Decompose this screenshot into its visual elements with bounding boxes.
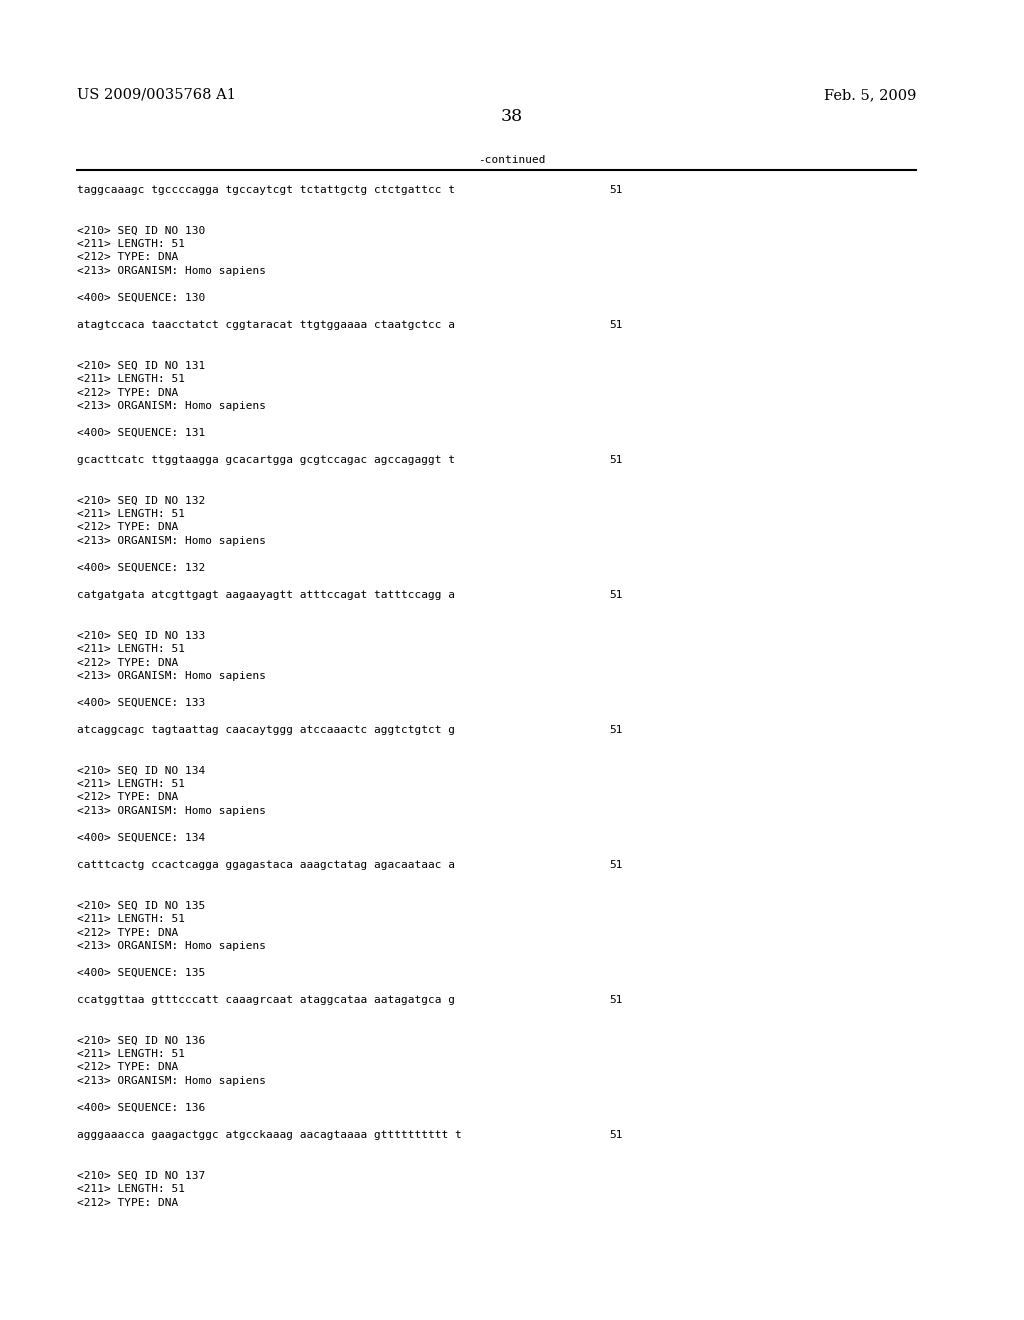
Text: <210> SEQ ID NO 134: <210> SEQ ID NO 134	[77, 766, 205, 776]
Text: catttcactg ccactcagga ggagastaca aaagctatag agacaataac a: catttcactg ccactcagga ggagastaca aaagcta…	[77, 861, 455, 870]
Text: <212> TYPE: DNA: <212> TYPE: DNA	[77, 928, 178, 937]
Text: <212> TYPE: DNA: <212> TYPE: DNA	[77, 792, 178, 803]
Text: taggcaaagc tgccccagga tgccaytcgt tctattgctg ctctgattcc t: taggcaaagc tgccccagga tgccaytcgt tctattg…	[77, 185, 455, 195]
Text: -continued: -continued	[478, 154, 546, 165]
Text: 51: 51	[609, 995, 623, 1005]
Text: <211> LENGTH: 51: <211> LENGTH: 51	[77, 1049, 184, 1059]
Text: <211> LENGTH: 51: <211> LENGTH: 51	[77, 1184, 184, 1195]
Text: <212> TYPE: DNA: <212> TYPE: DNA	[77, 1063, 178, 1072]
Text: <213> ORGANISM: Homo sapiens: <213> ORGANISM: Homo sapiens	[77, 536, 266, 546]
Text: <213> ORGANISM: Homo sapiens: <213> ORGANISM: Homo sapiens	[77, 401, 266, 411]
Text: ccatggttaa gtttcccatt caaagrcaat ataggcataa aatagatgca g: ccatggttaa gtttcccatt caaagrcaat ataggca…	[77, 995, 455, 1005]
Text: <210> SEQ ID NO 135: <210> SEQ ID NO 135	[77, 900, 205, 911]
Text: 51: 51	[609, 725, 623, 735]
Text: <400> SEQUENCE: 135: <400> SEQUENCE: 135	[77, 968, 205, 978]
Text: <400> SEQUENCE: 130: <400> SEQUENCE: 130	[77, 293, 205, 304]
Text: <213> ORGANISM: Homo sapiens: <213> ORGANISM: Homo sapiens	[77, 1076, 266, 1086]
Text: 51: 51	[609, 185, 623, 195]
Text: <213> ORGANISM: Homo sapiens: <213> ORGANISM: Homo sapiens	[77, 671, 266, 681]
Text: <210> SEQ ID NO 130: <210> SEQ ID NO 130	[77, 226, 205, 235]
Text: <211> LENGTH: 51: <211> LENGTH: 51	[77, 374, 184, 384]
Text: <213> ORGANISM: Homo sapiens: <213> ORGANISM: Homo sapiens	[77, 807, 266, 816]
Text: <210> SEQ ID NO 133: <210> SEQ ID NO 133	[77, 631, 205, 640]
Text: <210> SEQ ID NO 136: <210> SEQ ID NO 136	[77, 1035, 205, 1045]
Text: <212> TYPE: DNA: <212> TYPE: DNA	[77, 388, 178, 397]
Text: <400> SEQUENCE: 132: <400> SEQUENCE: 132	[77, 564, 205, 573]
Text: agggaaacca gaagactggc atgcckaaag aacagtaaaa gtttttttttt t: agggaaacca gaagactggc atgcckaaag aacagta…	[77, 1130, 462, 1140]
Text: Feb. 5, 2009: Feb. 5, 2009	[824, 88, 916, 102]
Text: 51: 51	[609, 455, 623, 465]
Text: 51: 51	[609, 861, 623, 870]
Text: <211> LENGTH: 51: <211> LENGTH: 51	[77, 644, 184, 653]
Text: 51: 51	[609, 1130, 623, 1140]
Text: <213> ORGANISM: Homo sapiens: <213> ORGANISM: Homo sapiens	[77, 267, 266, 276]
Text: 51: 51	[609, 319, 623, 330]
Text: <400> SEQUENCE: 131: <400> SEQUENCE: 131	[77, 428, 205, 438]
Text: <213> ORGANISM: Homo sapiens: <213> ORGANISM: Homo sapiens	[77, 941, 266, 950]
Text: atcaggcagc tagtaattag caacaytggg atccaaactc aggtctgtct g: atcaggcagc tagtaattag caacaytggg atccaaa…	[77, 725, 455, 735]
Text: <212> TYPE: DNA: <212> TYPE: DNA	[77, 657, 178, 668]
Text: catgatgata atcgttgagt aagaayagtt atttccagat tatttccagg a: catgatgata atcgttgagt aagaayagtt atttcca…	[77, 590, 455, 601]
Text: <210> SEQ ID NO 132: <210> SEQ ID NO 132	[77, 495, 205, 506]
Text: atagtccaca taacctatct cggtaracat ttgtggaaaa ctaatgctcc a: atagtccaca taacctatct cggtaracat ttgtgga…	[77, 319, 455, 330]
Text: <210> SEQ ID NO 131: <210> SEQ ID NO 131	[77, 360, 205, 371]
Text: <212> TYPE: DNA: <212> TYPE: DNA	[77, 1197, 178, 1208]
Text: US 2009/0035768 A1: US 2009/0035768 A1	[77, 88, 236, 102]
Text: <400> SEQUENCE: 133: <400> SEQUENCE: 133	[77, 698, 205, 708]
Text: <211> LENGTH: 51: <211> LENGTH: 51	[77, 913, 184, 924]
Text: <211> LENGTH: 51: <211> LENGTH: 51	[77, 779, 184, 789]
Text: <210> SEQ ID NO 137: <210> SEQ ID NO 137	[77, 1171, 205, 1180]
Text: 51: 51	[609, 590, 623, 601]
Text: <211> LENGTH: 51: <211> LENGTH: 51	[77, 239, 184, 249]
Text: 38: 38	[501, 108, 523, 125]
Text: <211> LENGTH: 51: <211> LENGTH: 51	[77, 510, 184, 519]
Text: <212> TYPE: DNA: <212> TYPE: DNA	[77, 523, 178, 532]
Text: <212> TYPE: DNA: <212> TYPE: DNA	[77, 252, 178, 263]
Text: <400> SEQUENCE: 134: <400> SEQUENCE: 134	[77, 833, 205, 843]
Text: <400> SEQUENCE: 136: <400> SEQUENCE: 136	[77, 1104, 205, 1113]
Text: gcacttcatc ttggtaagga gcacartgga gcgtccagac agccagaggt t: gcacttcatc ttggtaagga gcacartgga gcgtcca…	[77, 455, 455, 465]
